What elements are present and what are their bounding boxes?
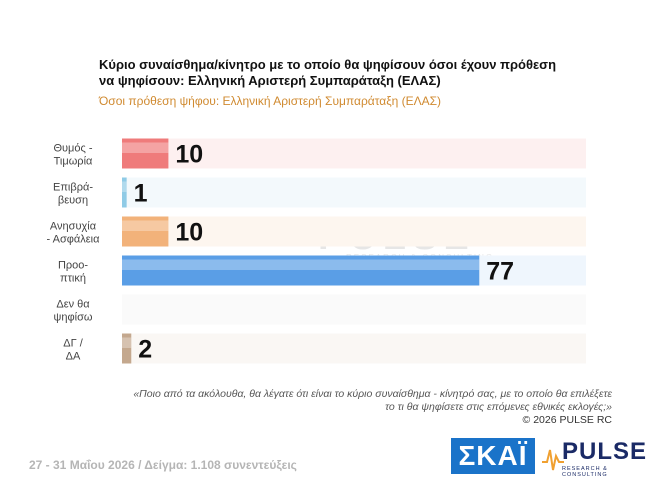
category-label: Ανησυχία - Ασφάλεια xyxy=(47,221,101,246)
bar xyxy=(122,177,127,208)
data-label: 2 xyxy=(138,336,152,364)
row-band xyxy=(122,216,586,247)
question-line-2: το τι θα ψηφίσετε στις επόμενες εθνικές … xyxy=(385,401,612,413)
bar xyxy=(122,333,132,364)
footer-sample-info: 27 - 31 Μαΐου 2026 / Δείγμα: 1.108 συνεν… xyxy=(29,458,297,472)
category-label: ΔΓ / ΔΑ xyxy=(63,338,83,363)
row-band xyxy=(122,294,586,325)
data-label: 10 xyxy=(175,141,203,169)
bar xyxy=(122,216,169,247)
bar-highlight xyxy=(122,259,480,270)
skai-logo: ΣΚΑΪ xyxy=(451,438,535,474)
bar xyxy=(122,255,480,286)
data-label: 10 xyxy=(175,219,203,247)
bar xyxy=(122,138,169,169)
bar-highlight xyxy=(122,337,132,348)
copyright-note: © 2026 PULSE RC xyxy=(522,414,612,426)
data-label: 77 xyxy=(486,258,514,286)
bar-highlight xyxy=(122,181,127,192)
bar-chart: Θυμός -Τιμωρία 10 Επιβρά-βευση 1 Ανησυχία - Α… xyxy=(47,138,586,364)
pulse-wave-icon xyxy=(542,449,564,471)
question-line-1: «Ποιο από τα ακόλουθα, θα λέγατε ότι είν… xyxy=(133,388,612,400)
category-label: Επιβρά-βευση xyxy=(53,182,93,207)
row-band xyxy=(122,138,586,169)
chart-subtitle: Όσοι πρόθεση ψήφου: Ελληνική Αριστερή Συ… xyxy=(99,94,442,108)
bar-highlight xyxy=(122,220,169,231)
category-label: Προο-πτική xyxy=(58,260,88,285)
category-label: Θυμός -Τιμωρία xyxy=(53,143,93,168)
row-band xyxy=(122,177,586,208)
bar-highlight xyxy=(122,142,169,153)
survey-question: «Ποιο από τα ακόλουθα, θα λέγατε ότι είν… xyxy=(52,388,612,414)
pulse-logo: PULSE RESEARCH & CONSULTING xyxy=(542,438,646,478)
pulse-logo-text: PULSE xyxy=(562,438,648,465)
pulse-logo-subtext: RESEARCH & CONSULTING xyxy=(562,466,608,478)
category-label: Δεν θα ψηφίσω xyxy=(54,299,93,324)
chart-title: Κύριο συναίσθημα/κίνητρο με το οποίο θα … xyxy=(99,57,557,88)
data-label: 1 xyxy=(134,180,148,208)
row-band xyxy=(122,333,586,364)
